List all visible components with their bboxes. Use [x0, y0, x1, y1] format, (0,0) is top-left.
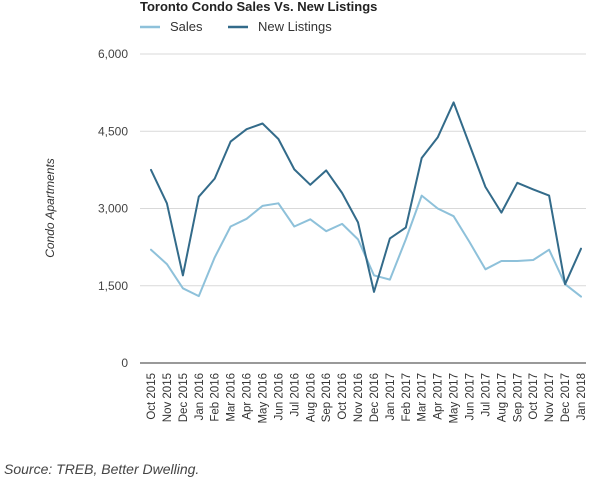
y-ticks: 0 1,500 3,000 4,500 6,000	[98, 47, 128, 370]
x-tick-label: May 2016	[257, 373, 269, 424]
series-lines	[150, 101, 582, 298]
legend-label-sales: Sales	[170, 19, 203, 34]
x-tick-label: Apr 2017	[433, 373, 445, 420]
x-tick-label: Jan 2018	[576, 373, 588, 420]
x-tick-label: Apr 2016	[242, 373, 254, 420]
x-tick-label: Nov 2016	[353, 373, 365, 422]
x-tick-label: Jan 2017	[385, 373, 397, 420]
x-tick-label: Feb 2017	[401, 373, 413, 422]
chart-title: Toronto Condo Sales Vs. New Listings	[140, 0, 377, 14]
y-axis-label: Condo Apartments	[43, 158, 57, 258]
gridlines	[140, 53, 586, 364]
x-tick-label: Jul 2017	[480, 373, 492, 416]
legend: Sales New Listings	[140, 19, 332, 34]
x-tick-label: Mar 2016	[226, 373, 238, 422]
x-tick-label: Aug 2016	[305, 373, 317, 422]
x-tick-label: Dec 2017	[560, 373, 572, 422]
y-tick-label: 4,500	[98, 124, 128, 138]
series-line-new-listings	[150, 101, 582, 293]
x-tick-label: Oct 2015	[146, 373, 158, 420]
y-tick-label: 6,000	[98, 47, 128, 61]
x-tick-label: Aug 2017	[496, 373, 508, 422]
x-tick-label: Nov 2015	[162, 373, 174, 422]
series-line-sales	[150, 194, 582, 298]
x-tick-label: Jan 2016	[194, 373, 206, 420]
x-tick-label: Oct 2017	[528, 373, 540, 420]
x-tick-label: Feb 2016	[210, 373, 222, 422]
legend-label-new-listings: New Listings	[258, 19, 332, 34]
x-tick-label: Jun 2016	[273, 373, 285, 420]
x-tick-label: Jun 2017	[465, 373, 477, 420]
x-tick-label: Sep 2016	[321, 373, 333, 422]
x-tick-label: Dec 2016	[369, 373, 381, 422]
x-tick-label: Nov 2017	[544, 373, 556, 422]
y-tick-label: 1,500	[98, 279, 128, 293]
source-note: Source: TREB, Better Dwelling.	[4, 461, 199, 477]
x-tick-label: Jul 2016	[289, 373, 301, 416]
x-tick-label: May 2017	[449, 373, 461, 424]
y-tick-label: 0	[121, 356, 128, 370]
x-tick-label: Mar 2017	[417, 373, 429, 422]
x-tick-label: Dec 2015	[178, 373, 190, 422]
x-ticks: Oct 2015 Nov 2015 Dec 2015 Jan 2016 Feb 2016…	[146, 373, 588, 424]
x-tick-label: Oct 2016	[337, 373, 349, 420]
x-tick-label: Sep 2017	[512, 373, 524, 422]
y-tick-label: 3,000	[98, 202, 128, 216]
